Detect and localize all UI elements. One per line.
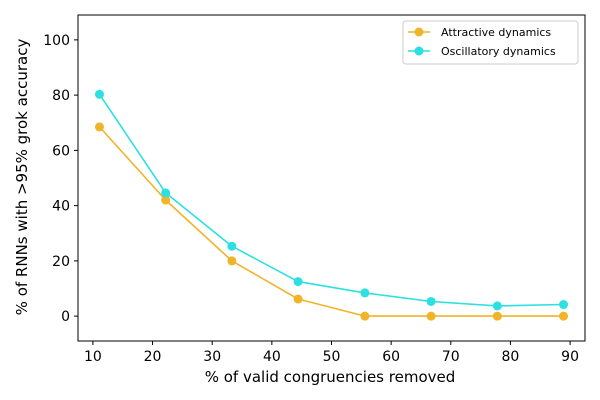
legend-marker-attractive [414,27,424,37]
y-tick-label: 20 [52,254,70,270]
legend-label-attractive: Attractive dynamics [441,26,551,39]
y-tick-label: 60 [52,143,70,159]
data-point-oscillatory [360,288,370,298]
legend-label-oscillatory: Oscillatory dynamics [441,45,556,58]
legend-entry-attractive: Attractive dynamics [408,26,551,39]
x-tick-label: 60 [382,349,400,365]
x-tick-label: 80 [502,349,520,365]
x-tick-label: 90 [561,349,579,365]
legend-marker-oscillatory [414,46,424,56]
data-point-oscillatory [161,188,171,198]
legend-entry-oscillatory: Oscillatory dynamics [408,45,556,58]
series-layer [94,89,569,321]
legend: Attractive dynamics Oscillatory dynamics [402,20,579,65]
legend-frame [402,20,579,65]
data-point-oscillatory [492,301,502,311]
y-tick-label: 80 [52,88,70,104]
series-attractive [94,122,569,321]
data-point-attractive [492,311,502,321]
y-tick-label: 0 [61,309,70,325]
data-point-oscillatory [426,296,436,306]
y-tick-label: 40 [52,199,70,215]
data-point-oscillatory [94,89,104,99]
data-point-attractive [293,294,303,304]
series-line-attractive [98,126,564,317]
data-point-attractive [559,311,569,321]
data-point-oscillatory [293,277,303,287]
y-axis-ticks: 0 20 40 60 80 100 [43,33,78,325]
series-oscillatory [94,89,569,311]
x-tick-label: 40 [263,349,281,365]
x-axis-ticks: 10 20 30 40 50 60 70 80 90 [84,341,579,365]
x-tick-label: 30 [203,349,221,365]
x-tick-label: 70 [442,349,460,365]
y-tick-label: 100 [43,33,70,49]
y-axis-label: % of RNNs with >95% grok accuracy [13,39,31,316]
data-point-attractive [426,311,436,321]
data-point-attractive [161,195,171,205]
data-point-attractive [360,311,370,321]
x-tick-label: 20 [144,349,162,365]
data-point-oscillatory [227,241,237,251]
x-axis-label: % of valid congruencies removed [205,368,456,386]
data-point-oscillatory [559,300,569,310]
x-tick-label: 50 [323,349,341,365]
data-point-attractive [94,122,104,132]
series-line-oscillatory [98,93,564,307]
data-point-attractive [227,256,237,266]
x-tick-label: 10 [84,349,102,365]
